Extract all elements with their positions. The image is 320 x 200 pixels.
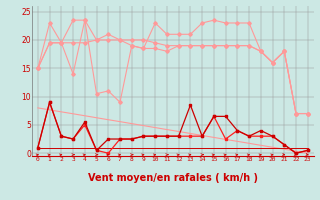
X-axis label: Vent moyen/en rafales ( km/h ): Vent moyen/en rafales ( km/h ) [88, 173, 258, 183]
